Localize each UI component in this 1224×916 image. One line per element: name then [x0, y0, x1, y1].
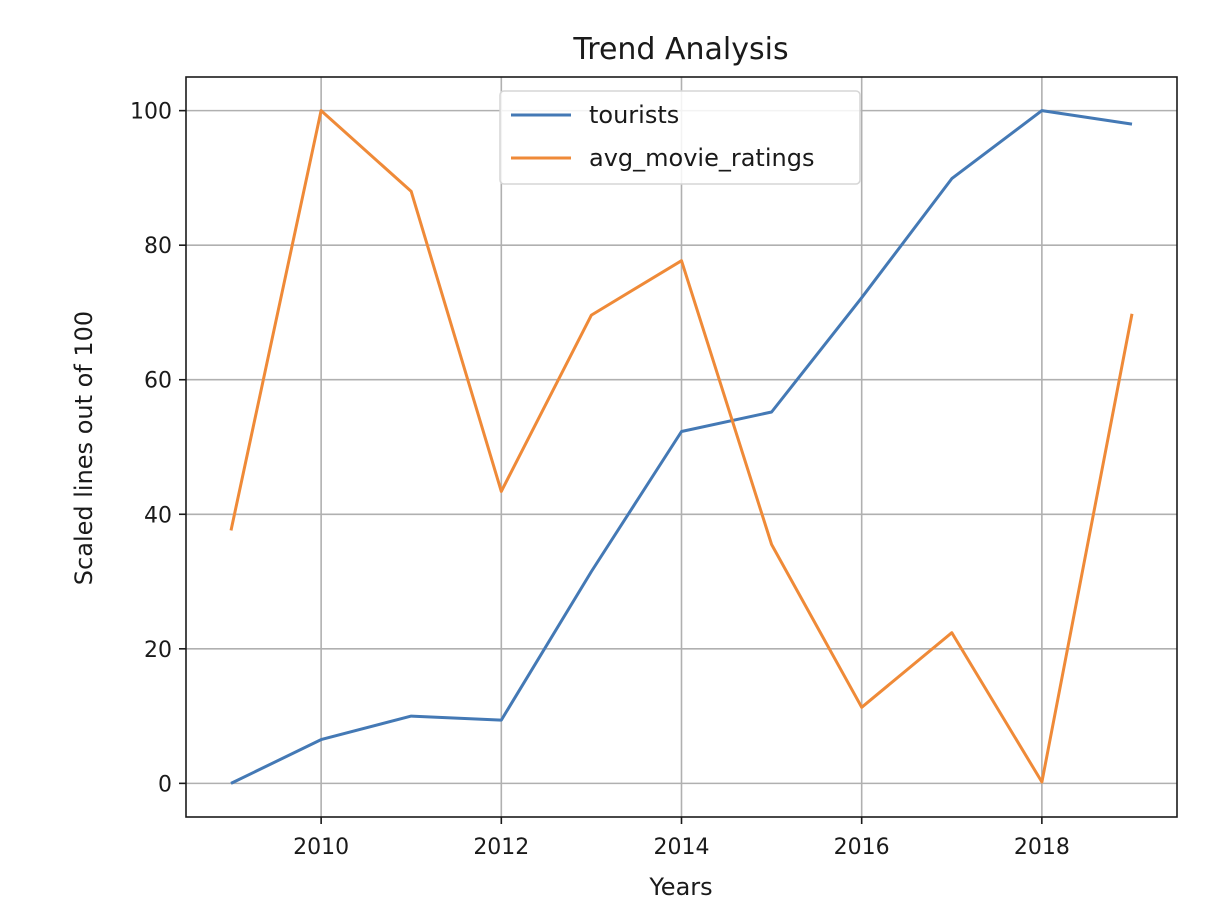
- legend-label-tourists: tourists: [589, 101, 679, 129]
- x-tick-label-2014: 2014: [654, 835, 710, 860]
- series-line-avg-movie-ratings: [229, 109, 1134, 784]
- x-tick-label-2016: 2016: [834, 835, 890, 860]
- x-tick-label-2010: 2010: [293, 835, 349, 860]
- ticks-layer: 2010 2012 2014 2016 2018 0 20 40 60 80 100: [130, 100, 1070, 860]
- y-tick-label-80: 80: [144, 234, 172, 259]
- x-tick-label-2018: 2018: [1014, 835, 1070, 860]
- legend-box: [499, 90, 861, 185]
- legend-label-avg-movie-ratings: avg_movie_ratings: [589, 144, 814, 172]
- lines-layer: [229, 109, 1134, 785]
- y-tick-label-100: 100: [130, 100, 172, 125]
- chart-title: Trend Analysis: [572, 32, 788, 67]
- y-axis-label: Scaled lines out of 100: [70, 311, 98, 585]
- y-tick-label-40: 40: [144, 503, 172, 528]
- y-tick-label-20: 20: [144, 638, 172, 663]
- legend: tourists avg_movie_ratings: [499, 90, 861, 185]
- x-tick-label-2012: 2012: [473, 835, 529, 860]
- x-axis-label: Years: [648, 873, 712, 901]
- y-tick-label-0: 0: [158, 772, 172, 797]
- y-tick-label-60: 60: [144, 369, 172, 394]
- series-line-tourists: [230, 109, 1133, 785]
